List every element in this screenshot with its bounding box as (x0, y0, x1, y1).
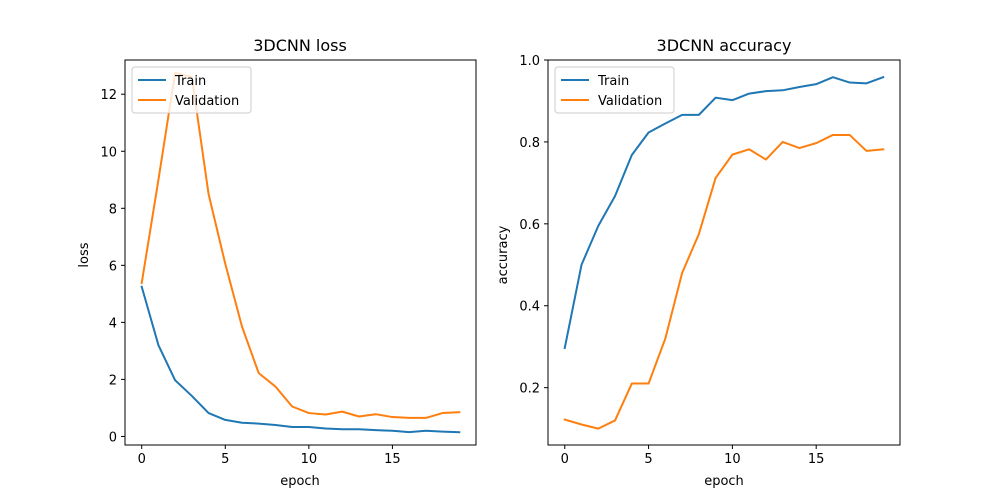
accuracy-chart-series-line-validation (563, 133, 885, 430)
loss-chart-axes-frame (124, 59, 477, 446)
accuracy-chart-legend-label-train: Train (597, 74, 629, 89)
loss-chart-x-label: epoch (280, 474, 320, 489)
accuracy-chart-y-tick-label: 0.4 (519, 300, 540, 315)
loss-chart-x-tick-label: 15 (384, 452, 401, 467)
accuracy-chart-legend-box (554, 66, 675, 114)
loss-chart-y-tick-label: 8 (109, 202, 117, 217)
loss-chart-legend-box (131, 66, 252, 114)
accuracy-chart-panel: 3DCNN accuracy epoch accuracy 0 5 10 15 0.2 0… (496, 36, 901, 489)
loss-chart-legend-label-train: Train (174, 74, 206, 89)
loss-chart-title: 3DCNN loss (253, 36, 347, 55)
accuracy-chart-x-tick-label: 5 (644, 452, 652, 467)
accuracy-chart-y-tick-label: 0.2 (519, 382, 540, 397)
loss-chart-y-tick-label: 10 (100, 145, 117, 160)
loss-chart-legend: Train Validation (131, 66, 252, 114)
loss-chart-x-tick-label: 10 (301, 452, 318, 467)
loss-chart-legend-label-validation: Validation (175, 94, 239, 109)
accuracy-chart-series-line-train (563, 75, 885, 350)
loss-chart-y-tick-label: 12 (100, 88, 117, 103)
accuracy-chart-title: 3DCNN accuracy (657, 36, 792, 55)
loss-chart-y-tick-label: 4 (109, 316, 117, 331)
loss-chart-y-tick-label: 0 (109, 430, 117, 445)
accuracy-chart-y-tick-label: 0.6 (519, 218, 540, 233)
accuracy-chart-y-tick-label: 0.8 (519, 136, 540, 151)
loss-chart-x-tick-label: 0 (138, 452, 146, 467)
accuracy-chart-y-tick-label: 1.0 (519, 54, 540, 69)
accuracy-chart-x-tick-label: 15 (808, 452, 825, 467)
accuracy-chart-legend-label-validation: Validation (598, 94, 662, 109)
accuracy-chart-x-label: epoch (704, 474, 744, 489)
loss-chart-y-tick-label: 6 (109, 259, 117, 274)
accuracy-chart-legend: Train Validation (554, 66, 675, 114)
accuracy-chart-axes-frame (547, 59, 901, 446)
loss-chart-y-tick-label: 2 (109, 373, 117, 388)
loss-chart-x-tick-label: 5 (221, 452, 229, 467)
loss-chart-series-line-train (140, 285, 461, 434)
accuracy-chart-x-tick-label: 10 (724, 452, 741, 467)
accuracy-chart-x-tick-label: 0 (561, 452, 569, 467)
loss-chart-y-label: loss (77, 242, 92, 267)
accuracy-chart-y-label: accuracy (496, 225, 511, 284)
loss-chart-panel: 3DCNN loss epoch loss 0 5 10 15 0 2 4 6 8 10 12 Tra… (77, 36, 477, 489)
